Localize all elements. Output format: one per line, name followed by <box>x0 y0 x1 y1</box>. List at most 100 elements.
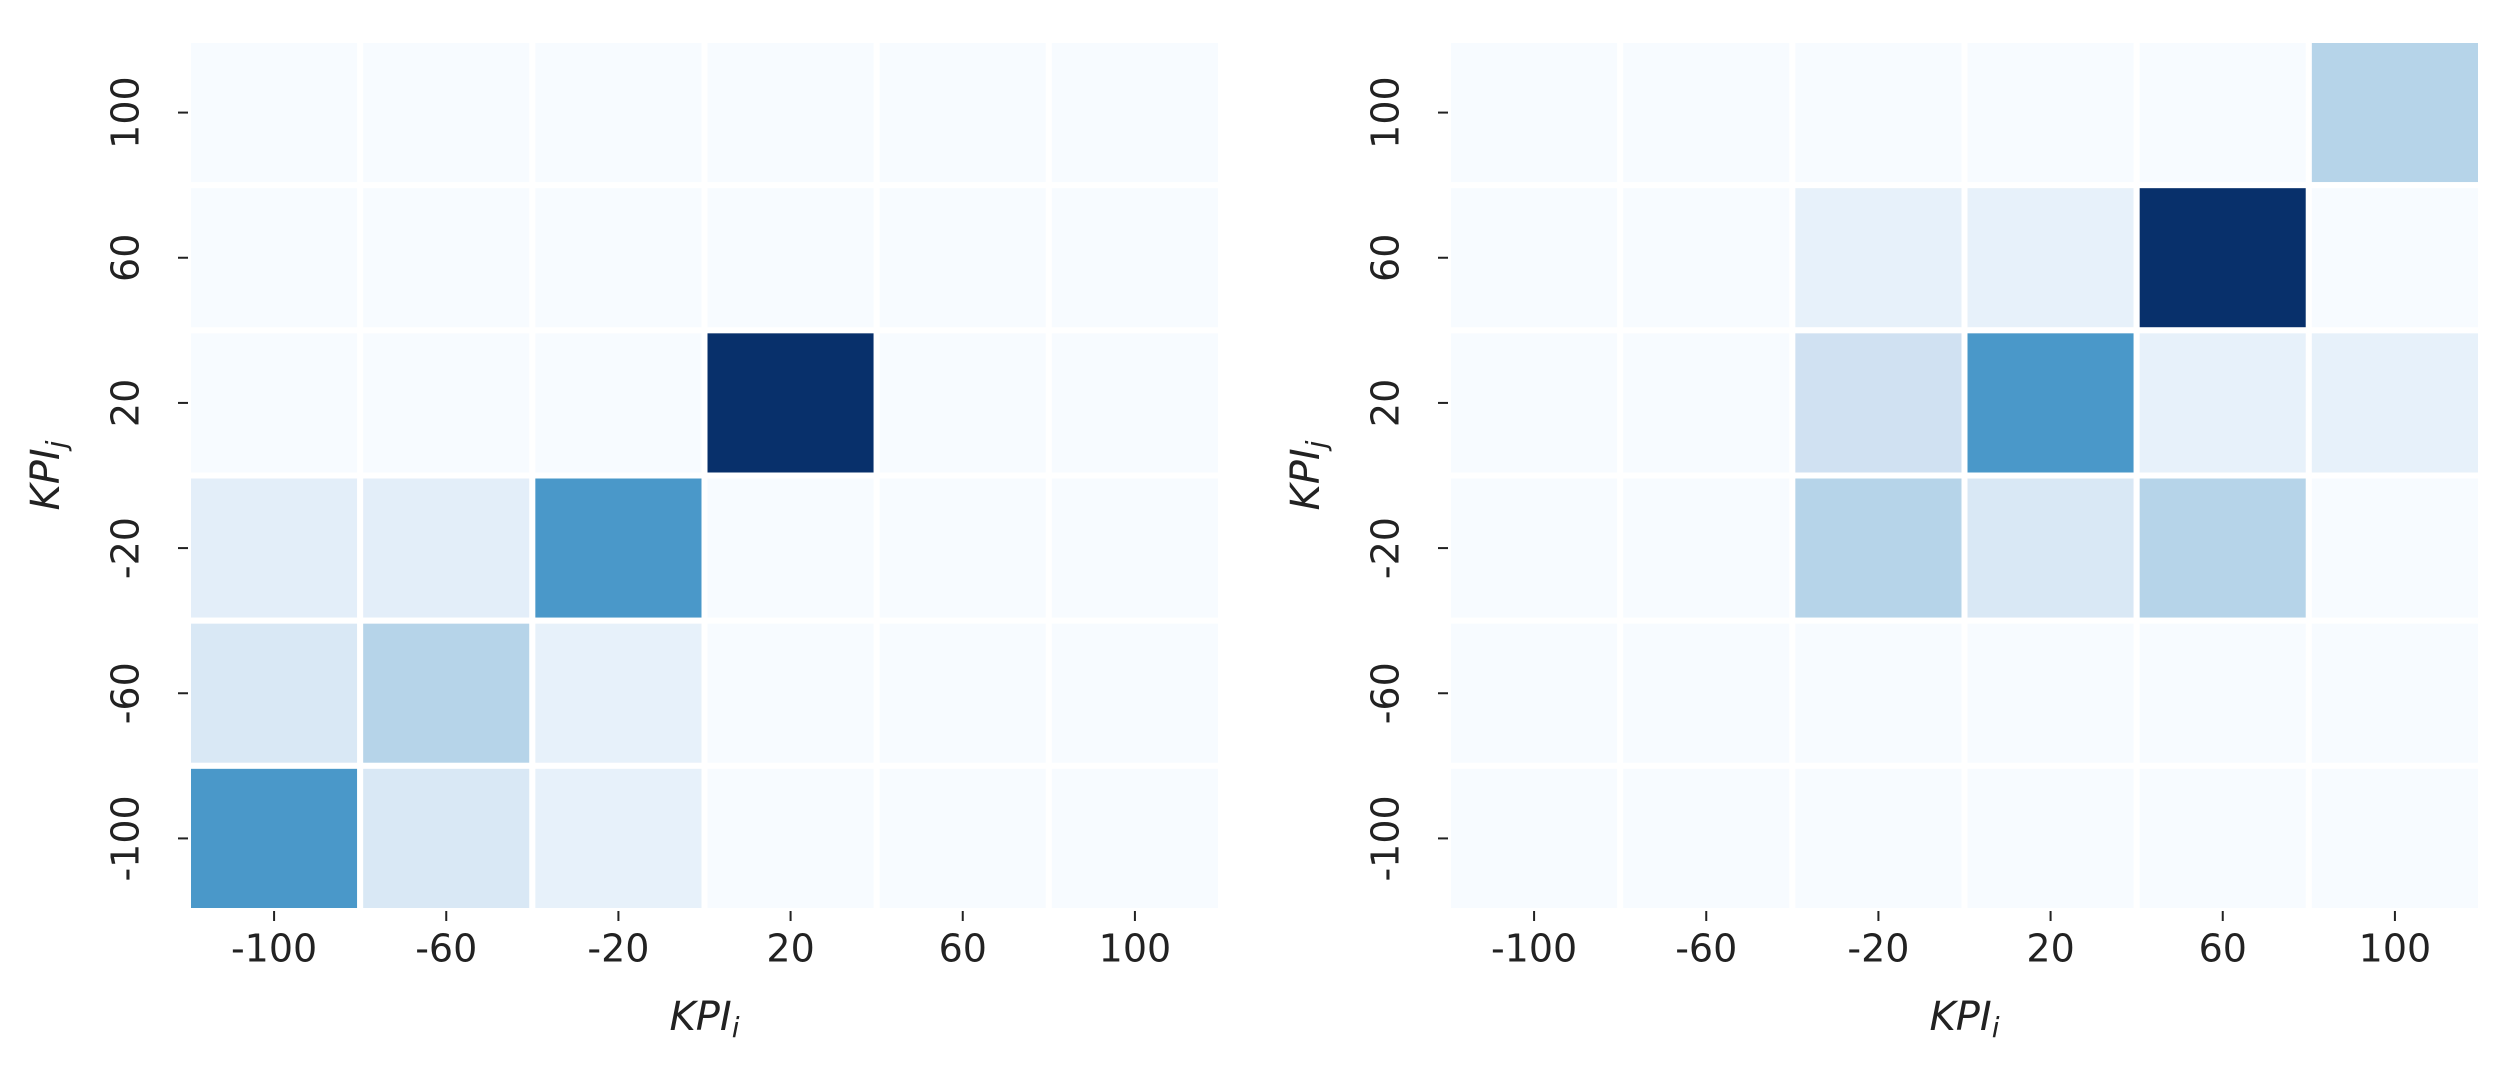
heatmap-cell <box>2305 182 2484 334</box>
heatmap-cell <box>529 327 708 479</box>
heatmap-cell <box>1961 472 2140 624</box>
heatmap-cell <box>1789 37 1968 189</box>
heatmap-cell <box>1445 37 1624 189</box>
heatmap-cell <box>873 472 1052 624</box>
x-tick-label: 20 <box>2026 927 2074 971</box>
x-tick-label: -20 <box>1847 927 1909 971</box>
heatmap-cell <box>357 182 536 334</box>
heatmap-cell <box>1045 762 1225 914</box>
heatmap-cell <box>185 472 364 624</box>
heatmap-cell <box>529 472 708 624</box>
heatmap-cell <box>357 617 536 769</box>
heatmap-cell <box>1789 472 1968 624</box>
heatmap-cell <box>2133 37 2312 189</box>
heatmap-cell <box>529 762 708 914</box>
heatmap-cell <box>873 37 1052 189</box>
y-tick-label: 60 <box>1364 234 1408 282</box>
heatmap-cell <box>701 617 880 769</box>
x-tick-label: -60 <box>1675 927 1737 971</box>
heatmap-cell <box>1617 327 1796 479</box>
heatmap-cell <box>1045 472 1225 624</box>
heatmap-cell <box>1045 617 1225 769</box>
heatmap-cell <box>357 472 536 624</box>
x-tick-label: -100 <box>231 927 317 971</box>
heatmap-cell <box>1961 327 2140 479</box>
heatmap-cell <box>873 762 1052 914</box>
heatmap-cell <box>185 327 364 479</box>
heatmap-cell <box>185 617 364 769</box>
heatmap-cell <box>1445 762 1624 914</box>
y-tick-label: 20 <box>1364 379 1408 427</box>
heatmap-cell <box>185 37 364 189</box>
heatmap-cell <box>2133 327 2312 479</box>
heatmap-cell <box>701 182 880 334</box>
heatmap-cell <box>1961 37 2140 189</box>
heatmap-cell <box>529 37 708 189</box>
heatmap-cell <box>2133 762 2312 914</box>
y-tick-label: -60 <box>104 662 148 724</box>
heatmap-cell <box>2305 327 2484 479</box>
heatmap-cell <box>1617 472 1796 624</box>
heatmap-cell <box>701 472 880 624</box>
x-axis-label-sub: i <box>732 1011 740 1044</box>
x-tick-label: 20 <box>766 927 814 971</box>
y-tick-label: -20 <box>1364 517 1408 579</box>
heatmap-cell <box>357 37 536 189</box>
heatmap-cell <box>185 762 364 914</box>
heatmap-cell <box>1789 327 1968 479</box>
x-tick-label: 100 <box>2359 927 2432 971</box>
y-tick-label: 100 <box>1364 76 1408 149</box>
heatmap-cell <box>2305 37 2484 189</box>
heatmap-cell <box>1961 762 2140 914</box>
heatmap-cell <box>1445 327 1624 479</box>
heatmap-cell <box>701 762 880 914</box>
heatmap-cell <box>873 617 1052 769</box>
y-tick-label: -20 <box>104 517 148 579</box>
heatmap-cell <box>1789 617 1968 769</box>
heatmap-cell <box>1045 37 1225 189</box>
y-tick-label: -100 <box>1364 795 1408 881</box>
x-axis-label: KPIi <box>670 994 740 1044</box>
x-tick-label: 60 <box>2199 927 2247 971</box>
heatmap-cell <box>1445 182 1624 334</box>
y-tick-label: -60 <box>1364 662 1408 724</box>
x-tick-label: -60 <box>415 927 477 971</box>
heatmap-cell <box>1045 327 1225 479</box>
heatmap-cell <box>2133 617 2312 769</box>
y-axis-label: KPIj <box>1283 440 1333 510</box>
x-tick-label: -20 <box>587 927 649 971</box>
x-tick-label: 60 <box>939 927 987 971</box>
y-axis-label: KPIj <box>23 440 73 510</box>
y-axis-label-main: KPI <box>23 448 69 510</box>
heatmap-cell <box>2305 762 2484 914</box>
heatmap-cell <box>2133 472 2312 624</box>
heatmap-cell <box>2133 182 2312 334</box>
y-tick-label: 20 <box>104 379 148 427</box>
y-tick-label: -100 <box>104 795 148 881</box>
heatmap-cell <box>1617 37 1796 189</box>
heatmap-cell <box>701 327 880 479</box>
heatmap-cell <box>1617 617 1796 769</box>
heatmap-cell <box>357 327 536 479</box>
x-axis-label: KPIi <box>1930 994 2000 1044</box>
heatmap-cell <box>2305 472 2484 624</box>
x-axis-label-main: KPI <box>670 994 732 1040</box>
x-tick-label: -100 <box>1491 927 1577 971</box>
heatmap-cell <box>1445 617 1624 769</box>
x-axis-label-main: KPI <box>1930 994 1992 1040</box>
heatmap-cell <box>185 182 364 334</box>
heatmap-cell <box>1617 762 1796 914</box>
heatmap-cell <box>529 182 708 334</box>
heatmap-cell <box>1617 182 1796 334</box>
heatmap-cell <box>357 762 536 914</box>
x-tick-label: 100 <box>1099 927 1172 971</box>
heatmap-cell <box>2305 617 2484 769</box>
heatmap-cell <box>529 617 708 769</box>
y-axis-label-main: KPI <box>1283 448 1329 510</box>
y-tick-label: 100 <box>104 76 148 149</box>
heatmap-cell <box>1789 762 1968 914</box>
x-axis-label-sub: i <box>1992 1011 2000 1044</box>
heatmap-cell <box>873 327 1052 479</box>
heatmap-cell <box>873 182 1052 334</box>
